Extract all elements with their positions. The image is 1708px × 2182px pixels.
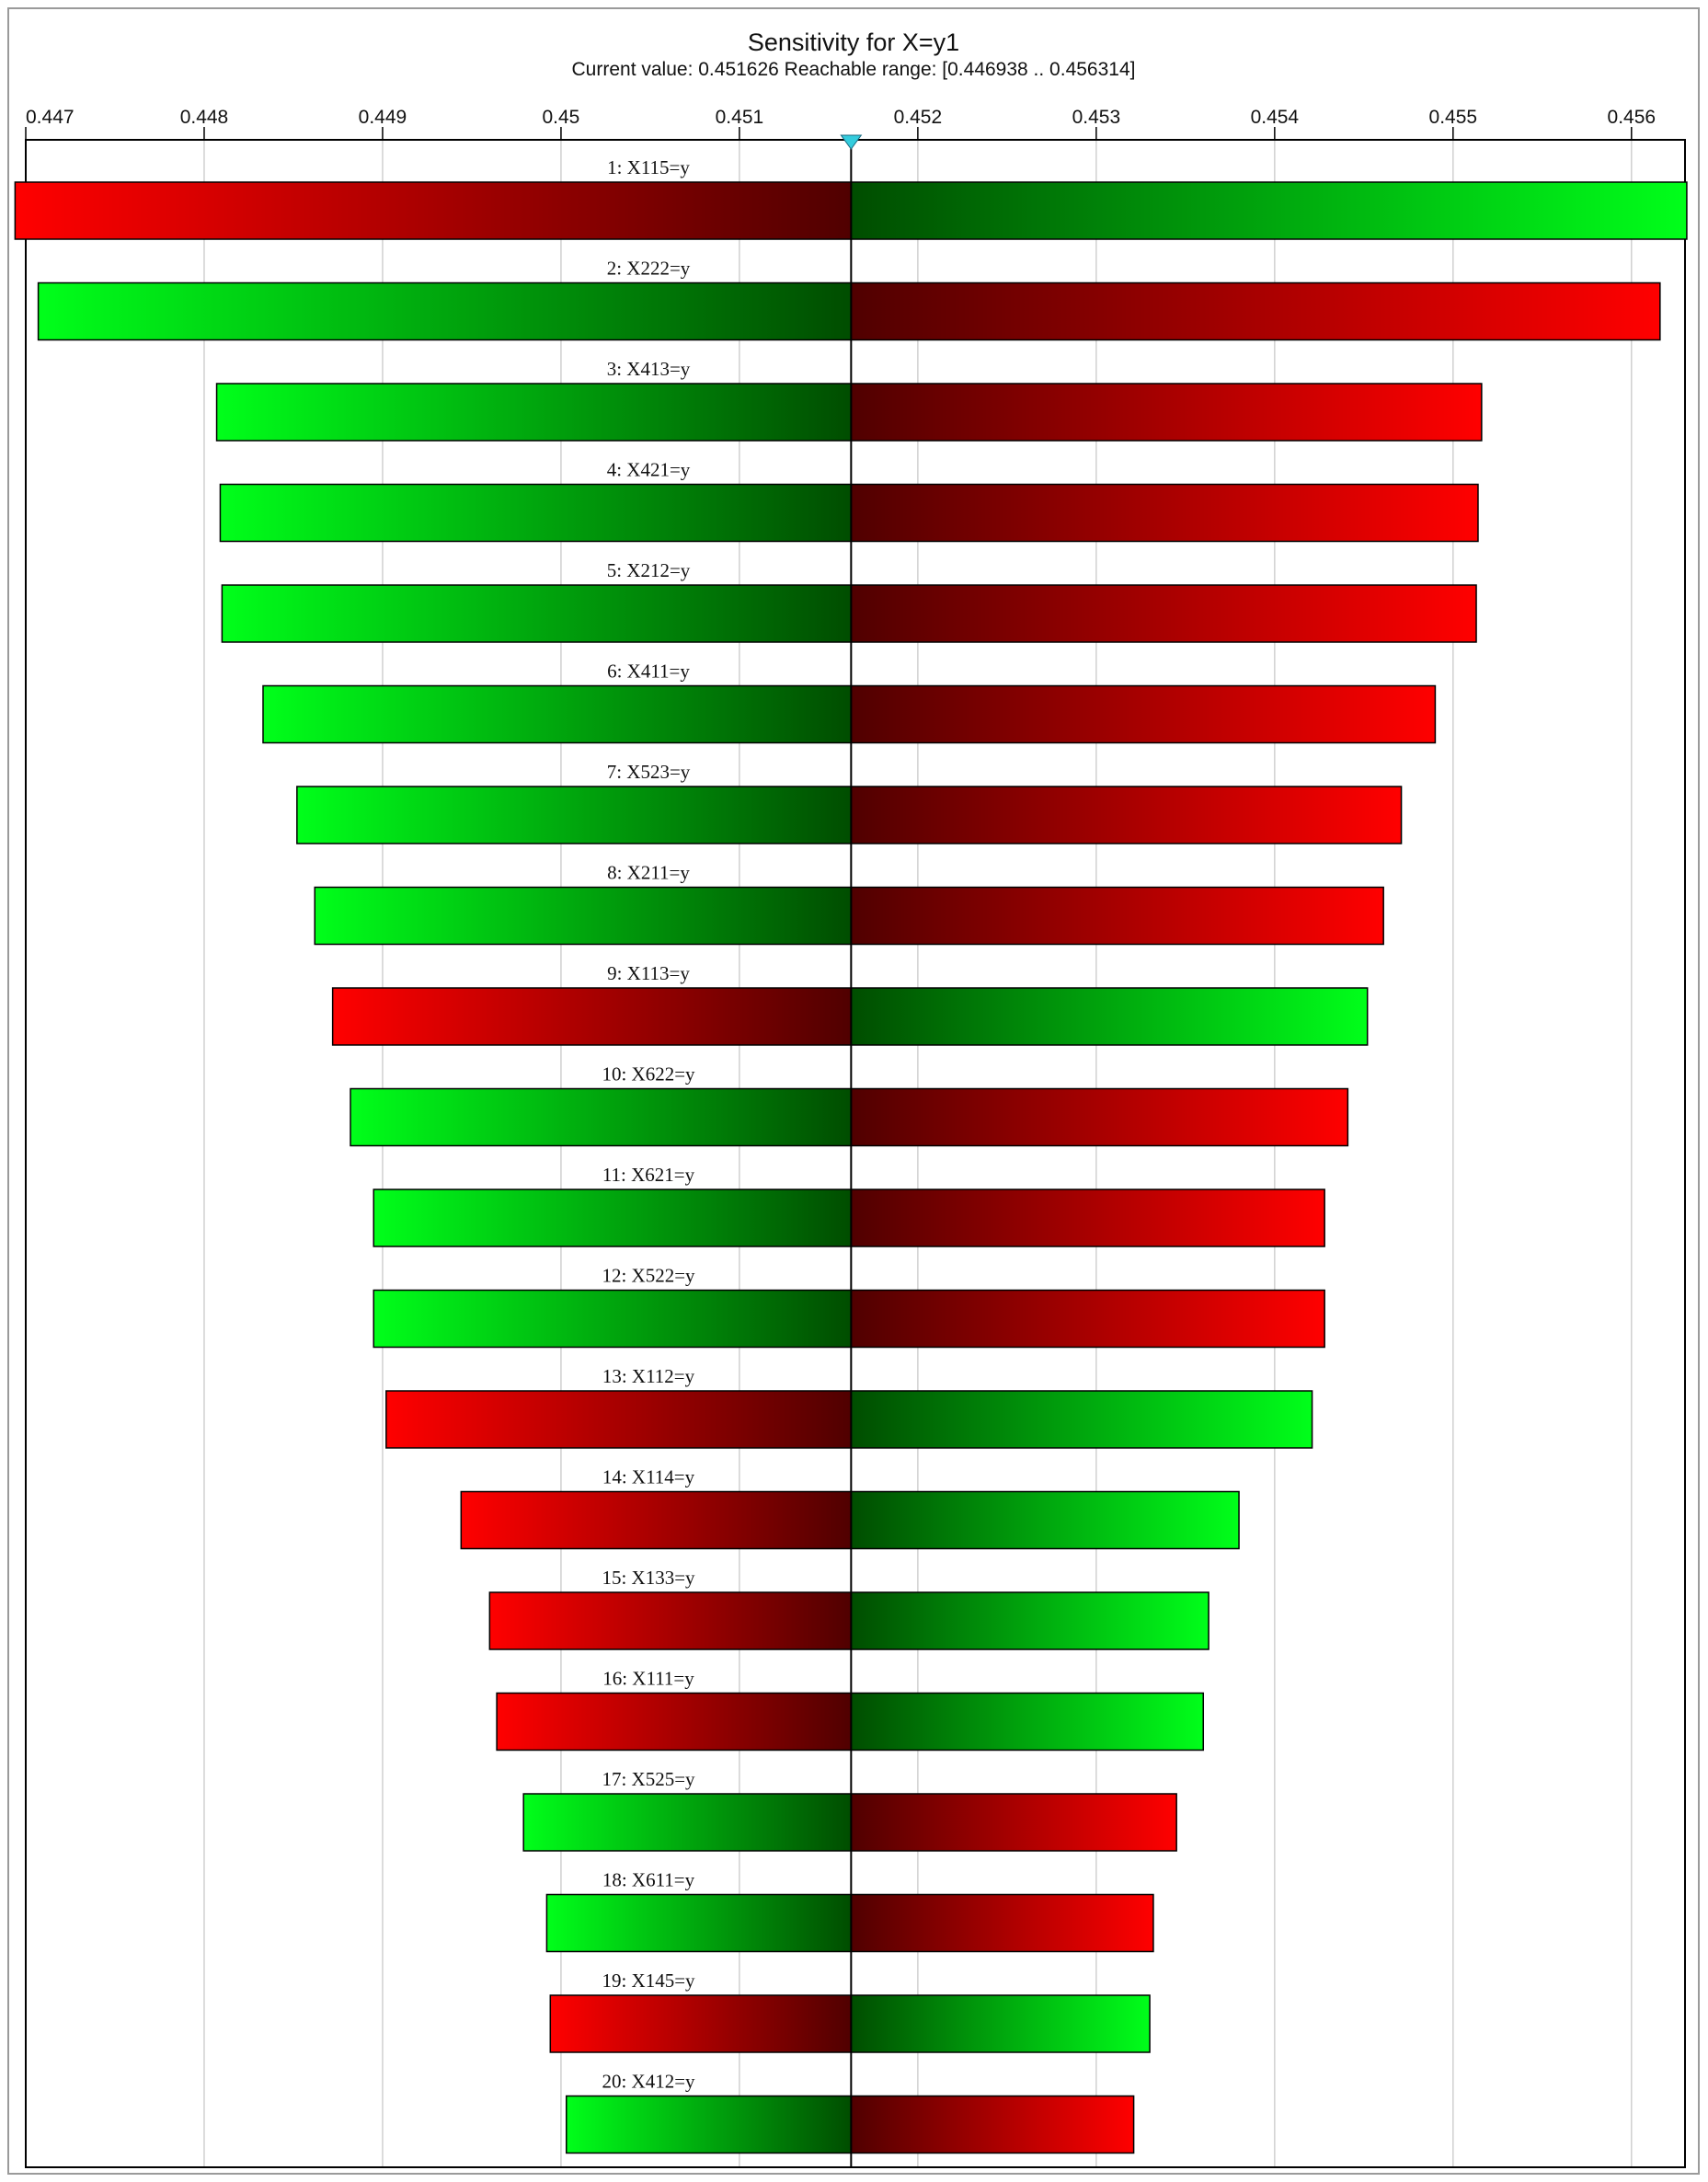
bar-low-segment <box>296 786 853 844</box>
bar-high-segment <box>850 1893 1154 1953</box>
bar-high-segment <box>850 1490 1240 1550</box>
bar-label: 2: X222=y <box>607 258 691 280</box>
bar-row: 18: X611=y <box>545 1869 1154 1953</box>
bar-low-segment <box>566 2095 853 2154</box>
grid-layer <box>25 140 1633 2167</box>
x-tick-label: 0.454 <box>1251 107 1300 128</box>
bar-label: 10: X622=y <box>602 1063 695 1085</box>
bar-high-segment <box>850 987 1369 1046</box>
bar-row: 5: X212=y <box>221 559 1477 643</box>
bar-row: 19: X145=y <box>549 1970 1151 2053</box>
bar-high-segment <box>850 1591 1209 1650</box>
bar-row: 1: X115=y <box>14 156 1688 240</box>
bar-high-segment <box>850 1994 1151 2053</box>
bar-high-segment <box>850 786 1403 844</box>
x-tick-label: 0.449 <box>359 107 407 128</box>
bar-low-segment <box>460 1490 853 1550</box>
bar-row: 7: X523=y <box>296 761 1403 844</box>
x-tick-label: 0.447 <box>26 107 75 128</box>
bar-row: 8: X211=y <box>314 862 1384 946</box>
bar-row: 2: X222=y <box>37 258 1661 341</box>
bar-row: 4: X421=y <box>219 459 1479 543</box>
bar-high-segment <box>850 1289 1325 1349</box>
bar-label: 18: X611=y <box>602 1869 695 1891</box>
bar-low-segment <box>373 1289 853 1349</box>
x-tick-label: 0.45 <box>542 107 579 128</box>
bar-high-segment <box>850 584 1477 643</box>
bar-high-segment <box>850 1087 1349 1147</box>
bar-label: 7: X523=y <box>607 761 691 783</box>
chart-title: Sensitivity for X=y1 <box>748 29 959 56</box>
tornado-chart: Sensitivity for X=y1 Current value: 0.45… <box>14 29 1688 2168</box>
bar-low-segment <box>262 684 853 744</box>
bar-row: 13: X112=y <box>385 1365 1313 1449</box>
bar-low-segment <box>215 383 853 442</box>
x-axis: 0.447 0.448 0.449 0.45 0.451 0.452 0.453 0.454 0… <box>25 107 1656 140</box>
bar-label: 6: X411=y <box>607 660 690 683</box>
bar-high-segment <box>850 1692 1205 1751</box>
bar-label: 16: X111=y <box>602 1668 694 1690</box>
bar-low-segment <box>373 1189 853 1247</box>
bar-low-segment <box>221 584 853 643</box>
bar-high-segment <box>850 1793 1177 1852</box>
bar-low-segment <box>14 181 853 240</box>
x-tick-label: 0.451 <box>716 107 764 128</box>
x-tick-label: 0.453 <box>1072 107 1121 128</box>
bar-high-segment <box>850 1390 1313 1449</box>
bar-high-segment <box>850 1189 1325 1247</box>
bars-layer: 1: X115=y 2: X222=y 3: X413=y 4: X421=y 5: X… <box>14 156 1688 2154</box>
bar-row: 20: X412=y <box>566 2071 1135 2154</box>
bar-row: 15: X133=y <box>488 1567 1209 1650</box>
bar-high-segment <box>850 383 1483 442</box>
bar-row: 16: X111=y <box>496 1668 1205 1751</box>
chart-frame: Sensitivity for X=y1 Current value: 0.45… <box>7 7 1700 2175</box>
bar-low-segment <box>314 886 853 946</box>
plot-area <box>25 139 1686 2168</box>
bar-row: 6: X411=y <box>262 660 1437 744</box>
bar-row: 17: X525=y <box>522 1768 1177 1852</box>
bar-low-segment <box>350 1087 853 1147</box>
current-value-marker <box>840 134 863 150</box>
bar-label: 1: X115=y <box>607 156 690 178</box>
x-tick-label: 0.456 <box>1608 107 1656 128</box>
chart-subtitle: Current value: 0.451626 Reachable range:… <box>572 59 1136 80</box>
bar-row: 3: X413=y <box>215 358 1483 442</box>
bar-label: 4: X421=y <box>607 459 691 481</box>
bar-high-segment <box>850 2095 1135 2154</box>
bar-low-segment <box>37 281 853 341</box>
bar-label: 12: X522=y <box>602 1265 695 1287</box>
bar-label: 19: X145=y <box>602 1970 695 1992</box>
bar-low-segment <box>549 1994 853 2053</box>
bar-label: 15: X133=y <box>602 1567 695 1589</box>
bar-low-segment <box>522 1793 853 1852</box>
bar-high-segment <box>850 483 1479 543</box>
bar-low-segment <box>385 1390 853 1449</box>
bar-low-segment <box>219 483 853 543</box>
bar-row: 9: X113=y <box>331 962 1369 1046</box>
bar-label: 9: X113=y <box>607 962 690 984</box>
bar-high-segment <box>850 181 1688 240</box>
bar-label: 14: X114=y <box>602 1466 695 1488</box>
bar-low-segment <box>545 1893 853 1953</box>
bar-low-segment <box>331 987 853 1046</box>
bar-label: 5: X212=y <box>607 559 691 581</box>
bar-high-segment <box>850 684 1437 744</box>
bar-row: 10: X622=y <box>350 1063 1349 1147</box>
bar-row: 11: X621=y <box>373 1164 1325 1247</box>
bar-label: 8: X211=y <box>607 862 690 884</box>
bar-high-segment <box>850 281 1661 341</box>
bar-label: 20: X412=y <box>602 2071 695 2093</box>
bar-label: 3: X413=y <box>607 358 691 380</box>
bar-low-segment <box>496 1692 853 1751</box>
bar-label: 13: X112=y <box>602 1365 695 1387</box>
bar-row: 12: X522=y <box>373 1265 1325 1349</box>
x-tick-label: 0.448 <box>180 107 229 128</box>
bar-label: 17: X525=y <box>602 1768 695 1790</box>
bar-low-segment <box>488 1591 853 1650</box>
bar-high-segment <box>850 886 1384 946</box>
bar-row: 14: X114=y <box>460 1466 1240 1550</box>
x-tick-label: 0.452 <box>894 107 943 128</box>
bar-label: 11: X621=y <box>602 1164 695 1186</box>
x-tick-label: 0.455 <box>1429 107 1478 128</box>
